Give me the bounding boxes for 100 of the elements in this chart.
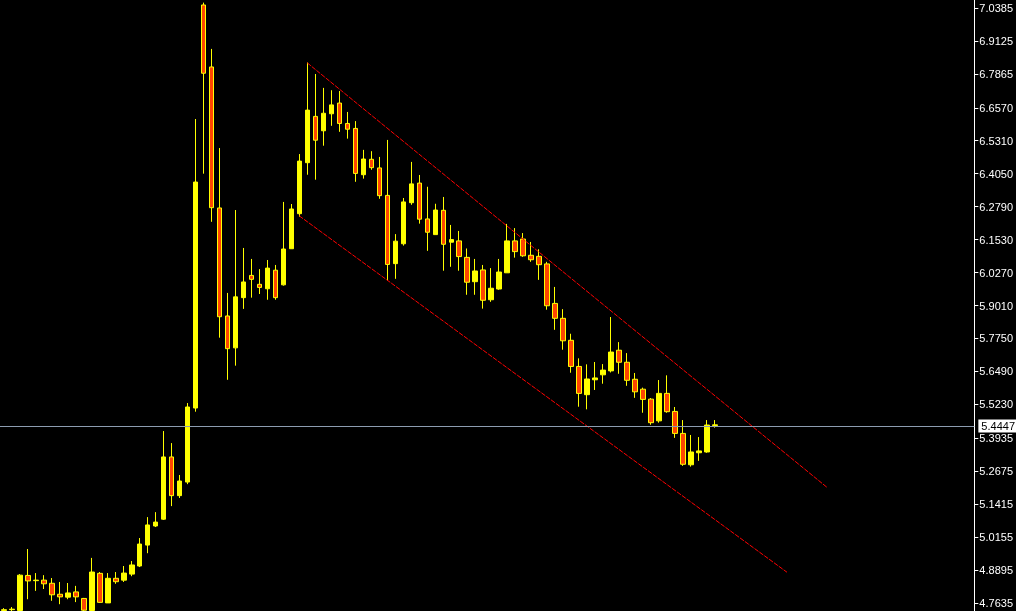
candlestick — [265, 259, 270, 301]
candlestick — [345, 111, 350, 140]
candlestick — [249, 258, 254, 299]
candlestick — [209, 48, 214, 223]
candlestick — [449, 224, 454, 268]
candlestick — [385, 139, 390, 282]
candlestick — [9, 606, 15, 611]
candlestick — [544, 261, 550, 311]
y-tick-label: 5.9010 — [979, 299, 1014, 312]
candlestick — [680, 419, 686, 467]
candlestick — [49, 577, 55, 602]
candlestick — [201, 2, 206, 175]
candlestick — [193, 118, 198, 413]
candlestick — [169, 442, 174, 507]
y-tick-label: 4.8895 — [979, 564, 1014, 577]
candlestick — [73, 585, 79, 603]
candlestick — [616, 341, 622, 375]
candlestick — [17, 573, 23, 611]
y-tick-label: 6.2790 — [979, 200, 1014, 213]
candlestick — [560, 308, 566, 351]
candlestick — [153, 511, 158, 528]
candlestick — [584, 363, 590, 410]
y-tick-label: 6.5310 — [979, 134, 1014, 147]
candlestick — [369, 150, 374, 171]
candlestick — [592, 361, 598, 391]
candlestick — [441, 196, 446, 272]
candlestick — [401, 197, 406, 247]
candlestick — [65, 582, 71, 600]
candlestick — [433, 203, 438, 236]
candlestick — [552, 286, 558, 331]
y-tick-label: 5.0155 — [979, 531, 1014, 544]
candlestick — [241, 247, 246, 310]
candlestick — [624, 352, 630, 387]
candlestick — [704, 419, 710, 454]
candlestick — [632, 372, 638, 399]
candlestick — [273, 264, 278, 301]
y-tick-label: 5.1415 — [979, 498, 1014, 511]
candlestick — [129, 560, 135, 577]
candlestick — [456, 230, 462, 272]
candlestick — [608, 316, 614, 373]
candlestick — [536, 248, 542, 281]
candlestick — [105, 572, 111, 604]
candlestick — [25, 548, 31, 600]
candlestick — [137, 537, 142, 568]
y-tick-label: 7.0385 — [979, 1, 1014, 14]
candlestick — [97, 571, 103, 604]
candlestick — [488, 267, 494, 303]
candlestick — [33, 572, 39, 592]
ref-line-label: 5.4447 — [981, 420, 1016, 433]
candlestick — [233, 209, 238, 367]
candlestick — [161, 430, 166, 521]
y-tick-label: 5.3935 — [979, 432, 1014, 445]
y-tick-label: 6.0270 — [979, 266, 1014, 279]
candlestick — [600, 363, 606, 385]
candlestick — [512, 227, 518, 259]
candlestick — [712, 419, 718, 429]
candlestick — [576, 357, 582, 408]
candlestick — [321, 87, 326, 147]
candlestick — [57, 581, 63, 605]
candlestick — [504, 223, 510, 274]
candlestick — [393, 233, 398, 280]
candlestick — [672, 406, 678, 439]
candlestick — [41, 574, 47, 590]
candlestick — [425, 186, 430, 252]
candlestick — [257, 268, 262, 295]
candlestick — [281, 201, 286, 287]
candlestick — [688, 434, 694, 468]
y-tick-label: 6.7865 — [979, 67, 1014, 80]
candlestick — [409, 161, 414, 206]
candlestick — [185, 402, 190, 485]
candlestick — [472, 258, 478, 296]
y-tick-label: 5.5230 — [979, 398, 1014, 411]
y-tick-label: 6.1530 — [979, 233, 1014, 246]
y-tick-label: 4.7635 — [979, 597, 1014, 610]
candlestick — [464, 247, 470, 296]
candlestick — [329, 89, 334, 127]
candlestick — [225, 292, 230, 381]
candlestick — [353, 120, 358, 183]
y-tick-label: 6.4050 — [979, 167, 1014, 180]
candlestick — [177, 474, 182, 499]
candlestick — [121, 565, 127, 583]
candlestick — [297, 153, 302, 218]
candlestick — [417, 174, 422, 225]
candlestick — [337, 90, 342, 133]
candlestick — [81, 597, 87, 611]
y-tick-label: 5.7750 — [979, 332, 1014, 345]
candlestick — [377, 156, 382, 200]
candlestick — [496, 258, 502, 291]
candlestick — [480, 264, 486, 310]
candlestick — [664, 374, 670, 414]
candlestick — [640, 387, 646, 414]
candlestick — [305, 62, 310, 176]
candlestick — [89, 557, 95, 611]
candlestick — [113, 571, 119, 585]
y-tick-label: 6.6570 — [979, 101, 1014, 114]
y-tick-label: 5.6490 — [979, 365, 1014, 378]
candlestick — [1, 607, 7, 611]
y-tick-label: 6.9125 — [979, 34, 1014, 47]
candlestick — [520, 232, 526, 258]
candlestick — [528, 241, 534, 263]
